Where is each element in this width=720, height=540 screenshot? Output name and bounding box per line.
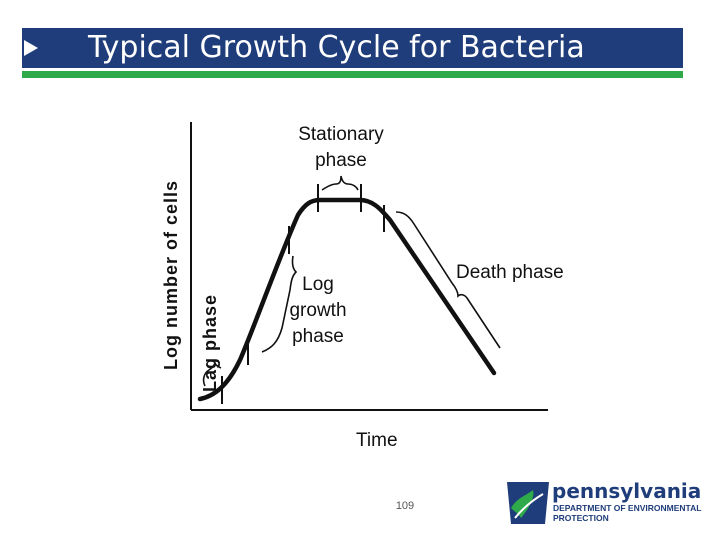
x-axis-label: Time — [356, 430, 398, 451]
lag-brace — [202, 360, 222, 387]
stationary-phase-label-line1: Stationary — [298, 124, 384, 145]
lag-phase-label: Lag phase — [200, 294, 220, 392]
death-phase-label: Death phase — [456, 262, 564, 283]
death-brace — [395, 211, 501, 349]
growth-curve — [197, 197, 497, 402]
stationary-brace — [321, 175, 359, 191]
stationary-phase-label-line2: phase — [315, 150, 367, 171]
log-phase-label-line3: phase — [292, 326, 344, 347]
logo-department: DEPARTMENT OF ENVIRONMENTAL PROTECTION — [553, 503, 718, 523]
y-axis-label: Log number of cells — [161, 180, 181, 370]
logo-department-line1: DEPARTMENT OF ENVIRONMENTAL — [553, 503, 702, 513]
slide-title: Typical Growth Cycle for Bacteria — [88, 30, 585, 65]
accent-bar — [22, 71, 683, 78]
title-bar — [22, 28, 683, 68]
logo-wordmark: pennsylvania — [552, 479, 702, 503]
logo-department-line2: PROTECTION — [553, 513, 609, 523]
page-number: 109 — [395, 500, 415, 512]
log-brace — [261, 255, 298, 353]
log-phase-label-line1: Log — [302, 274, 334, 295]
keystone-state-icon — [507, 482, 549, 524]
bullet-arrow-icon — [24, 40, 38, 56]
log-phase-label-line2: growth — [289, 300, 346, 321]
